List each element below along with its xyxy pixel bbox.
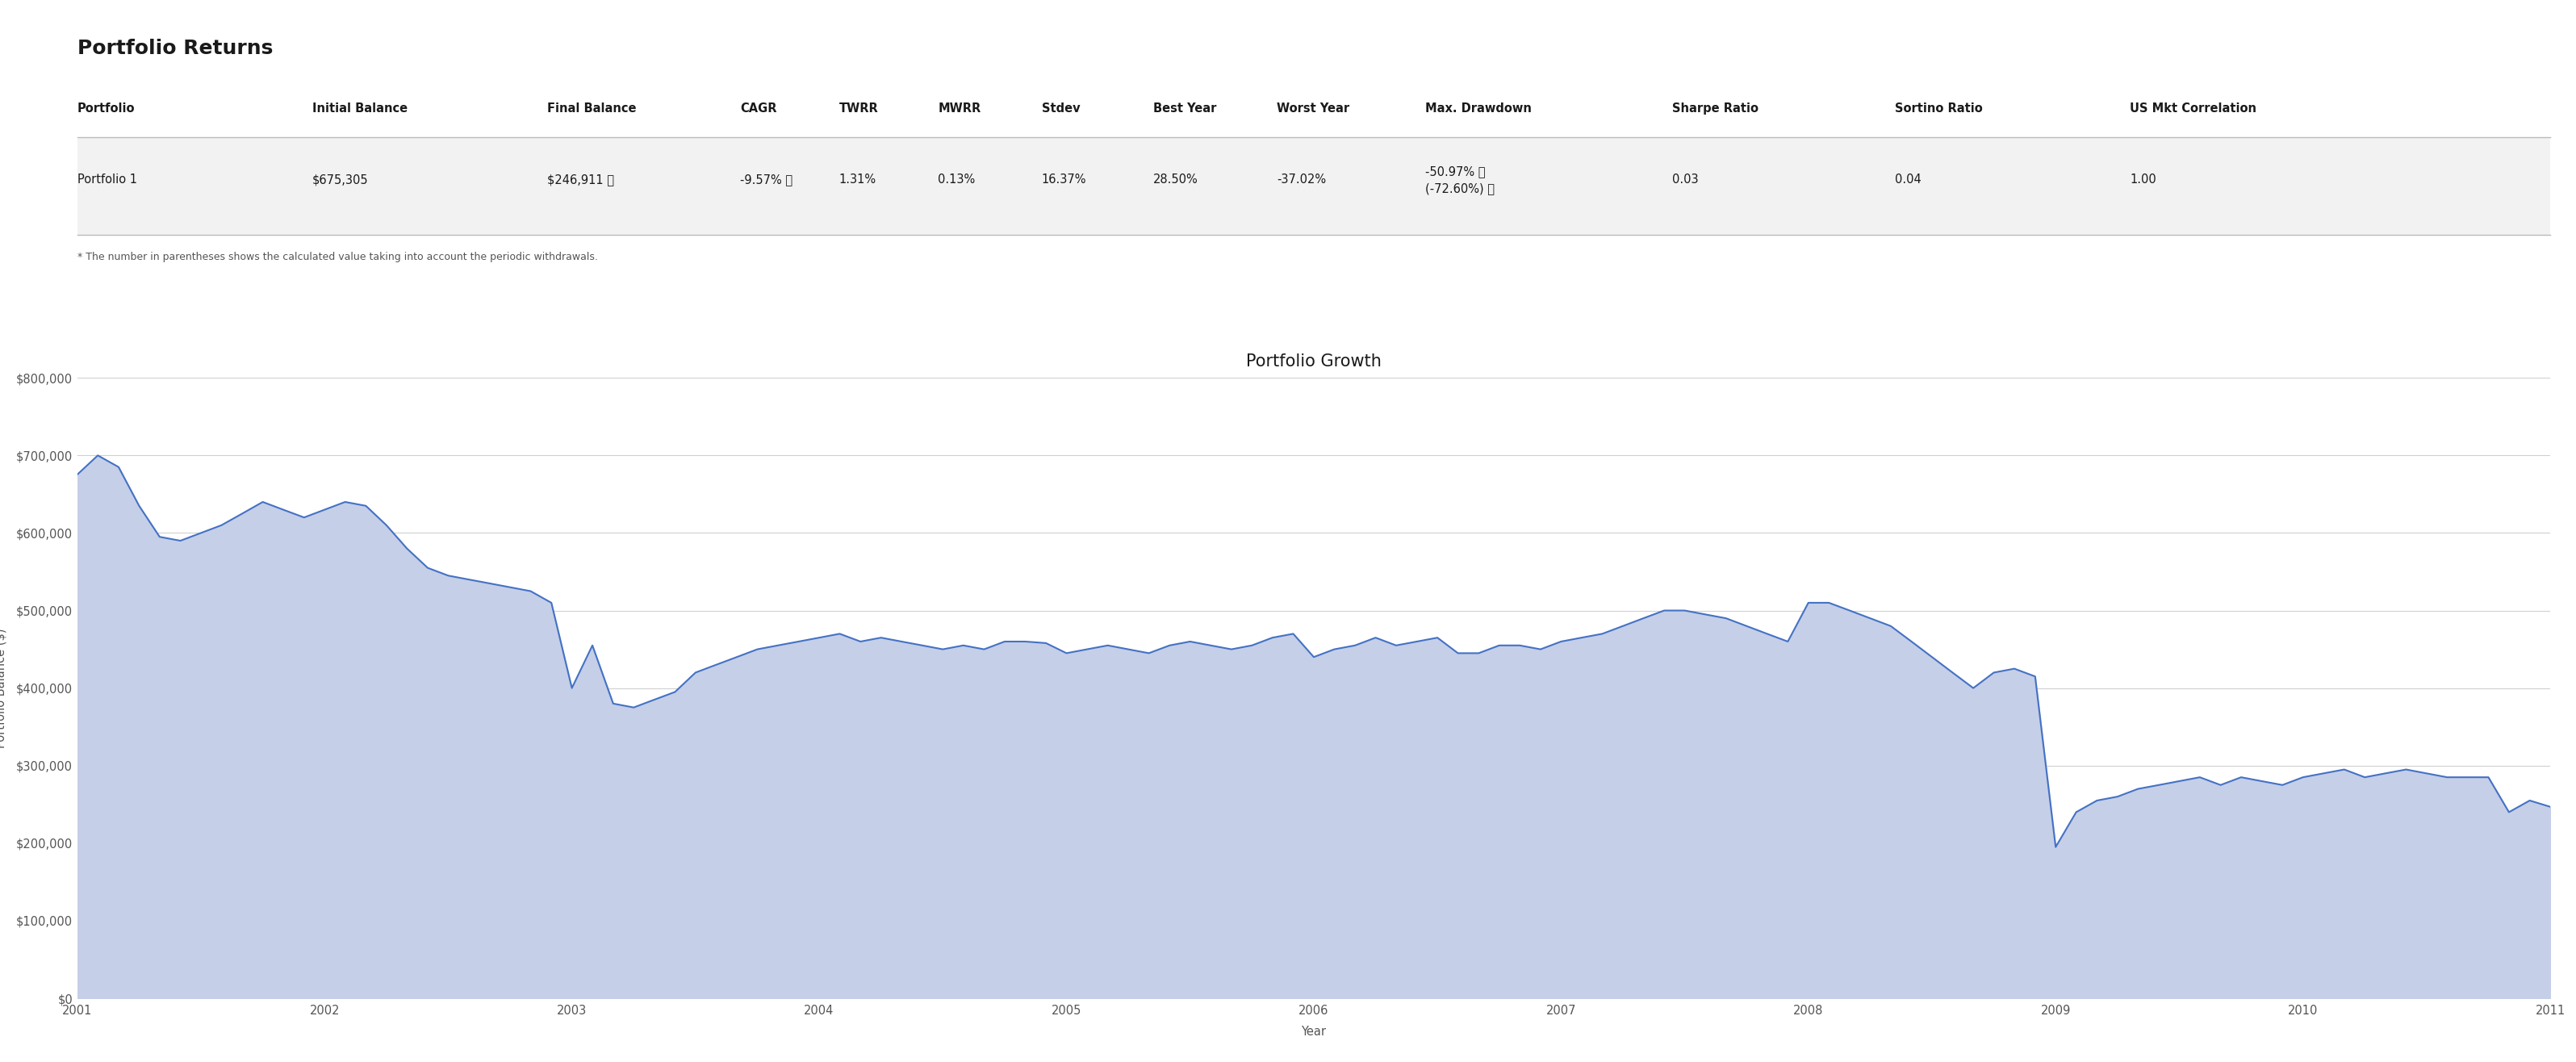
Text: 16.37%: 16.37% xyxy=(1041,174,1087,186)
Text: US Mkt Correlation: US Mkt Correlation xyxy=(2130,102,2257,115)
Text: -50.97% ⓘ
(-72.60%) ⓘ: -50.97% ⓘ (-72.60%) ⓘ xyxy=(1425,166,1494,194)
Title: Portfolio Growth: Portfolio Growth xyxy=(1247,354,1381,370)
Text: Worst Year: Worst Year xyxy=(1278,102,1350,115)
Text: Sharpe Ratio: Sharpe Ratio xyxy=(1672,102,1759,115)
Text: 0.03: 0.03 xyxy=(1672,174,1698,186)
Text: 1.31%: 1.31% xyxy=(840,174,876,186)
Text: MWRR: MWRR xyxy=(938,102,981,115)
Text: Max. Drawdown: Max. Drawdown xyxy=(1425,102,1533,115)
Text: CAGR: CAGR xyxy=(739,102,778,115)
Text: 1.00: 1.00 xyxy=(2130,174,2156,186)
Text: Best Year: Best Year xyxy=(1154,102,1216,115)
Text: -9.57% ⓘ: -9.57% ⓘ xyxy=(739,174,793,186)
FancyBboxPatch shape xyxy=(77,137,2550,235)
Text: Portfolio 1: Portfolio 1 xyxy=(77,174,137,186)
Text: -37.02%: -37.02% xyxy=(1278,174,1327,186)
Text: Final Balance: Final Balance xyxy=(546,102,636,115)
Text: 0.13%: 0.13% xyxy=(938,174,976,186)
Text: $246,911 ⓘ: $246,911 ⓘ xyxy=(546,174,613,186)
Text: TWRR: TWRR xyxy=(840,102,878,115)
Text: Stdev: Stdev xyxy=(1041,102,1079,115)
Text: Portfolio: Portfolio xyxy=(77,102,134,115)
Text: * The number in parentheses shows the calculated value taking into account the p: * The number in parentheses shows the ca… xyxy=(77,252,598,262)
Text: 28.50%: 28.50% xyxy=(1154,174,1198,186)
Text: Portfolio Returns: Portfolio Returns xyxy=(77,39,273,58)
Text: 0.04: 0.04 xyxy=(1896,174,1922,186)
Text: Sortino Ratio: Sortino Ratio xyxy=(1896,102,1984,115)
Text: $675,305: $675,305 xyxy=(312,174,368,186)
Y-axis label: Portfolio Balance ($): Portfolio Balance ($) xyxy=(0,628,8,748)
X-axis label: Year: Year xyxy=(1301,1026,1327,1039)
Text: Initial Balance: Initial Balance xyxy=(312,102,407,115)
